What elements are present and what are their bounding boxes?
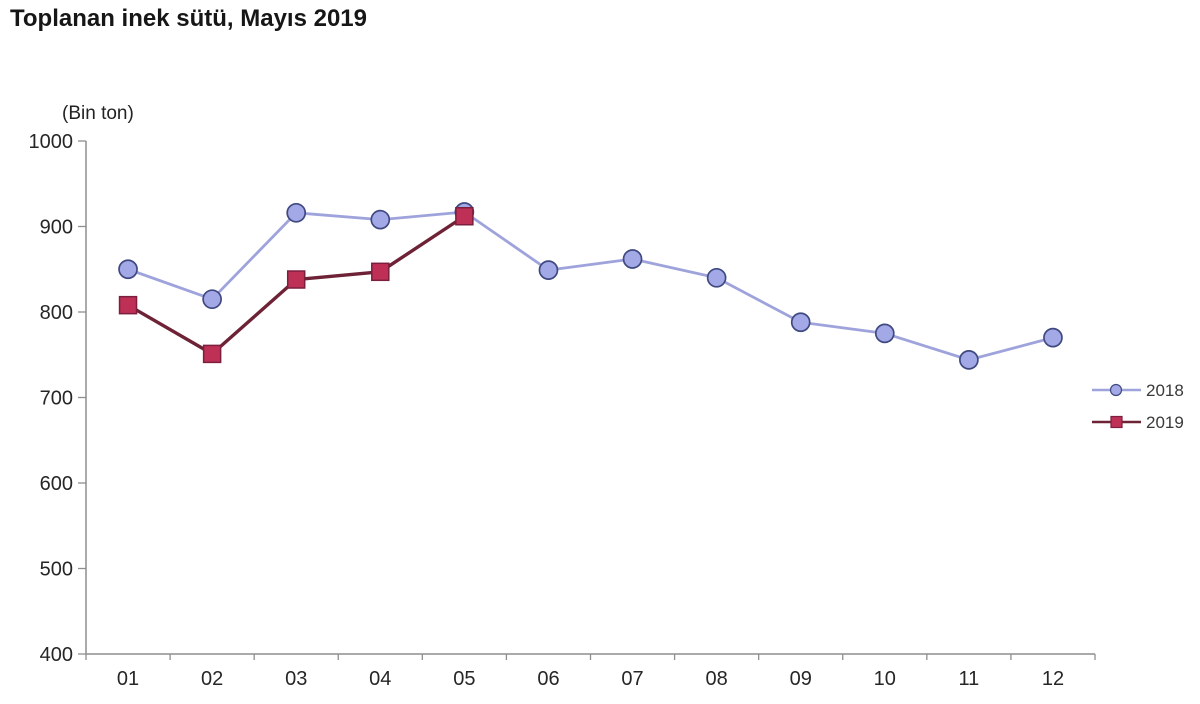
y-axis-tick-label: 900 (40, 217, 73, 239)
data-point-2018 (538, 260, 559, 280)
data-point-2018 (202, 289, 222, 310)
legend-label-2018: 2018 (1146, 381, 1184, 400)
legend-label-2019: 2019 (1146, 413, 1184, 432)
data-point-2019 (455, 206, 474, 226)
x-axis-tick-label: 06 (537, 668, 559, 690)
data-point-2018 (286, 202, 307, 223)
legend-marker-2019 (1110, 415, 1123, 429)
x-axis-tick-label: 08 (706, 668, 728, 690)
data-point-2018 (622, 249, 643, 269)
y-axis-unit-label: (Bin ton) (62, 103, 134, 124)
data-point-2019 (371, 262, 390, 282)
x-axis-tick-label: 09 (790, 668, 812, 690)
x-axis-tick-label: 10 (874, 668, 896, 690)
data-point-2018 (959, 350, 979, 370)
y-axis-tick-label: 500 (40, 559, 73, 581)
x-axis-tick-label: 02 (201, 668, 223, 690)
legend-marker-2018 (1109, 383, 1123, 397)
y-axis-tick-label: 700 (40, 388, 73, 410)
data-point-2018 (370, 209, 391, 230)
x-axis-tick-label: 04 (369, 668, 391, 690)
x-axis-tick-label: 01 (117, 668, 139, 690)
x-axis-tick-label: 11 (958, 668, 979, 690)
data-point-2018 (1043, 327, 1063, 348)
data-point-2018 (874, 323, 895, 344)
chart-title: Toplanan inek sütü, Mayıs 2019 (10, 5, 367, 32)
y-axis-tick-label: 600 (40, 473, 73, 495)
data-point-2018 (118, 259, 138, 280)
x-axis-tick-label: 12 (1042, 668, 1064, 690)
data-point-2018 (706, 267, 727, 288)
data-point-2018 (790, 312, 811, 333)
data-point-2019 (286, 270, 306, 289)
data-point-2019 (118, 295, 138, 315)
x-axis-tick-label: 03 (285, 668, 307, 690)
data-point-2019 (202, 344, 222, 364)
y-axis-tick-label: 1000 (29, 131, 74, 153)
x-axis-tick-label: 07 (621, 668, 643, 690)
y-axis-tick-label: 400 (40, 644, 73, 666)
series-line-2018 (126, 210, 1055, 362)
x-axis-tick-label: 05 (453, 668, 475, 690)
y-axis-tick-label: 800 (40, 302, 73, 324)
